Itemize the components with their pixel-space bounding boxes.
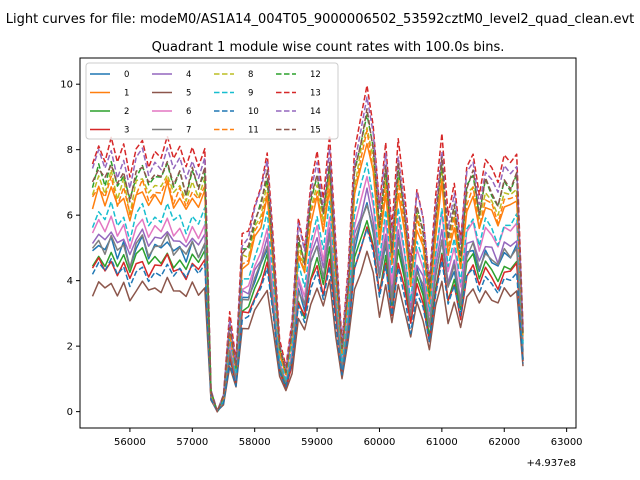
x-tick-label: 56000 xyxy=(114,437,146,448)
y-tick-label: 8 xyxy=(67,145,73,156)
legend-label: 7 xyxy=(186,126,191,136)
legend-label: 15 xyxy=(310,126,321,136)
y-tick-label: 2 xyxy=(67,342,73,353)
series-line-11 xyxy=(91,129,524,412)
x-tick-label: 58000 xyxy=(239,437,271,448)
axes-frame xyxy=(79,57,577,429)
legend-label: 6 xyxy=(186,107,191,117)
x-axis-offset-label: +4.937e8 xyxy=(526,458,576,469)
legend-frame xyxy=(85,62,339,140)
x-tick-label: 62000 xyxy=(488,437,520,448)
y-tick-label: 0 xyxy=(67,407,73,418)
x-tick-label: 63000 xyxy=(551,437,583,448)
x-axis-ticks: 56000 57000 58000 59000 60000 61000 62000 63000 xyxy=(114,428,583,448)
x-tick-label: 59000 xyxy=(301,437,333,448)
legend-label: 11 xyxy=(248,126,259,136)
legend-label: 3 xyxy=(124,126,129,136)
y-tick-label: 4 xyxy=(67,276,73,287)
y-tick-label: 10 xyxy=(60,80,73,91)
series-line-6 xyxy=(91,175,524,413)
legend-label: 0 xyxy=(124,70,129,80)
series-line-10 xyxy=(91,228,524,413)
y-tick-label: 6 xyxy=(67,211,73,222)
series-line-3 xyxy=(91,226,524,413)
legend-label: 2 xyxy=(124,107,129,117)
legend-label: 5 xyxy=(186,89,191,99)
legend-label: 10 xyxy=(248,107,259,117)
x-tick-label: 61000 xyxy=(426,437,458,448)
series-line-15 xyxy=(91,107,524,413)
series-line-5 xyxy=(91,250,524,412)
legend-label: 14 xyxy=(310,107,321,117)
series-line-7 xyxy=(91,204,524,413)
legend-label: 8 xyxy=(248,70,253,80)
legend-label: 1 xyxy=(124,89,129,99)
chart-title: Quadrant 1 module wise count rates with … xyxy=(152,40,505,55)
y-axis-ticks: 0 2 4 6 8 10 xyxy=(60,80,80,418)
legend-label: 9 xyxy=(248,89,253,99)
series-line-14 xyxy=(91,96,524,412)
legend-label: 12 xyxy=(310,70,321,80)
figure-suptitle: Light curves for file: modeM0/AS1A14_004… xyxy=(6,12,635,27)
x-tick-label: 60000 xyxy=(364,437,396,448)
legend-label: 4 xyxy=(186,70,191,80)
series-line-9 xyxy=(91,162,524,413)
legend-label: 13 xyxy=(310,89,321,99)
series-lines xyxy=(91,84,524,413)
x-tick-label: 57000 xyxy=(176,437,208,448)
